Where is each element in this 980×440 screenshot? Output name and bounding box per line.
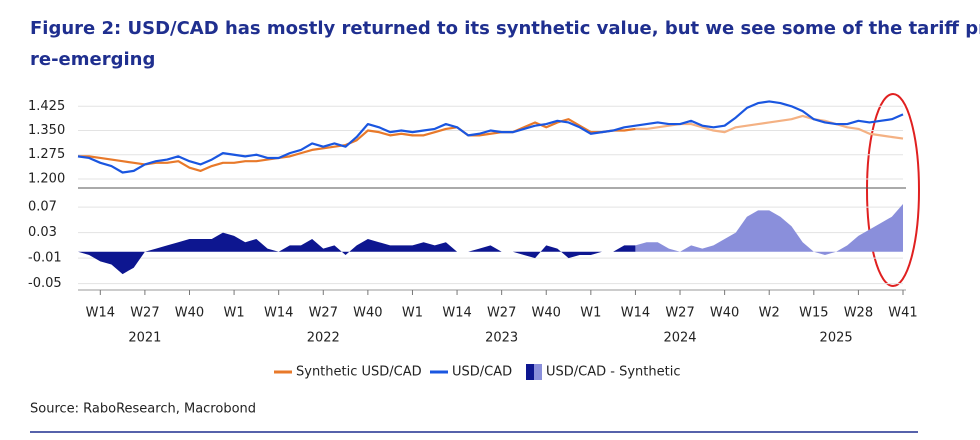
chart-title-line2: re-emerging — [30, 49, 155, 70]
legend-label: USD/CAD - Synthetic — [546, 365, 680, 380]
x-tick-label: W27 — [487, 306, 516, 321]
x-tick-label: W40 — [710, 306, 739, 321]
y-tick-label: 1.275 — [28, 147, 65, 162]
year-label: 2022 — [307, 331, 340, 346]
y-tick-label: 1.200 — [28, 171, 65, 186]
area — [78, 232, 636, 275]
area — [635, 203, 903, 255]
y-tick-label: -0.05 — [28, 276, 62, 291]
x-tick-label: W40 — [353, 306, 382, 321]
highlight-ellipse — [866, 93, 920, 287]
x-tick-label: W27 — [665, 306, 694, 321]
line — [635, 114, 904, 140]
x-tick-label: W40 — [532, 306, 561, 321]
legend-label: Synthetic USD/CAD — [296, 365, 422, 380]
y-tick-label: -0.01 — [28, 251, 62, 266]
x-tick-label: W14 — [86, 306, 115, 321]
x-tick-label: W28 — [844, 306, 873, 321]
x-tick-label: W1 — [580, 306, 601, 321]
x-tick-label: W14 — [621, 306, 650, 321]
x-tick-label: W15 — [799, 306, 828, 321]
y-tick-label: 0.03 — [28, 225, 57, 240]
x-tick-label: W14 — [442, 306, 471, 321]
source: Source: RaboResearch, Macrobond — [30, 402, 256, 417]
x-tick-label: W27 — [309, 306, 338, 321]
legend-swatch — [534, 364, 542, 380]
year-label: 2024 — [663, 331, 696, 346]
x-tick-label: W41 — [888, 306, 917, 321]
x-tick-label: W27 — [130, 306, 159, 321]
legend-label: USD/CAD — [452, 365, 512, 380]
year-label: 2021 — [128, 331, 161, 346]
line — [78, 118, 636, 172]
legend-swatch — [526, 364, 534, 380]
chart-title-line1: Figure 2: USD/CAD has mostly returned to… — [30, 18, 980, 39]
x-tick-label: W2 — [759, 306, 780, 321]
y-tick-label: 1.425 — [28, 99, 65, 114]
x-tick-label: W1 — [224, 306, 245, 321]
line — [77, 100, 904, 174]
year-label: 2025 — [820, 331, 853, 346]
year-label: 2023 — [485, 331, 518, 346]
x-tick-label: W1 — [402, 306, 423, 321]
x-tick-label: W40 — [175, 306, 204, 321]
y-tick-label: 0.07 — [28, 200, 57, 215]
y-tick-label: 1.350 — [28, 123, 65, 138]
x-tick-label: W14 — [264, 306, 293, 321]
